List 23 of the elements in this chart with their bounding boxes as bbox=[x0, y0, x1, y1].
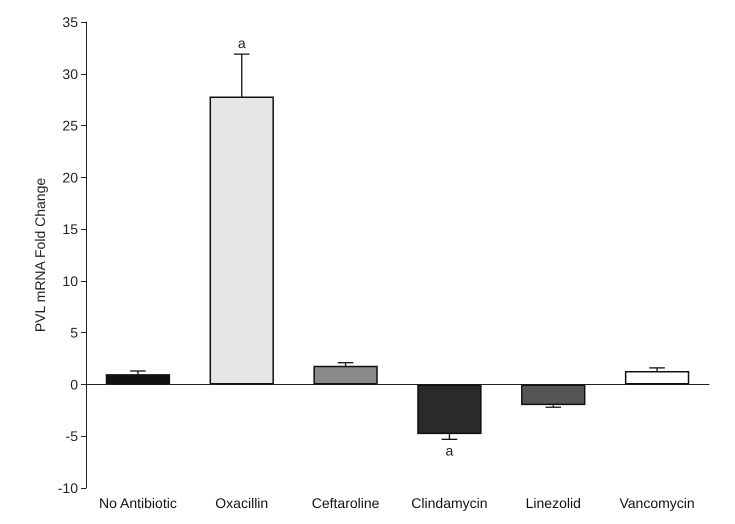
bar bbox=[521, 384, 586, 406]
bar bbox=[624, 370, 690, 384]
y-tick-label: 10 bbox=[62, 272, 78, 289]
x-tick-label: Vancomycin bbox=[619, 495, 695, 511]
annotation: a bbox=[446, 442, 454, 458]
y-tick-label: 25 bbox=[62, 118, 78, 134]
x-tick-label: No Antibiotic bbox=[99, 495, 177, 511]
x-tick-label: Oxacillin bbox=[215, 495, 268, 511]
bar bbox=[313, 366, 378, 384]
y-axis-title: PVL mRNA Fold Change bbox=[32, 178, 48, 332]
y-tick-label: 15 bbox=[62, 221, 78, 238]
bar bbox=[106, 374, 170, 384]
y-tick-label: 35 bbox=[62, 14, 78, 30]
x-tick-label: Ceftaroline bbox=[312, 495, 380, 511]
x-tick-label: Clindamycin bbox=[411, 495, 488, 511]
y-tick-label: 0 bbox=[70, 376, 78, 392]
annotation: a bbox=[238, 35, 246, 52]
y-tick-label: 20 bbox=[62, 169, 78, 186]
x-tick-label: Linezolid bbox=[526, 495, 581, 511]
y-tick-label: -10 bbox=[58, 480, 78, 496]
y-tick-label: 5 bbox=[70, 324, 78, 341]
y-tick-label: -5 bbox=[66, 428, 78, 444]
y-tick-label: 30 bbox=[62, 66, 78, 82]
